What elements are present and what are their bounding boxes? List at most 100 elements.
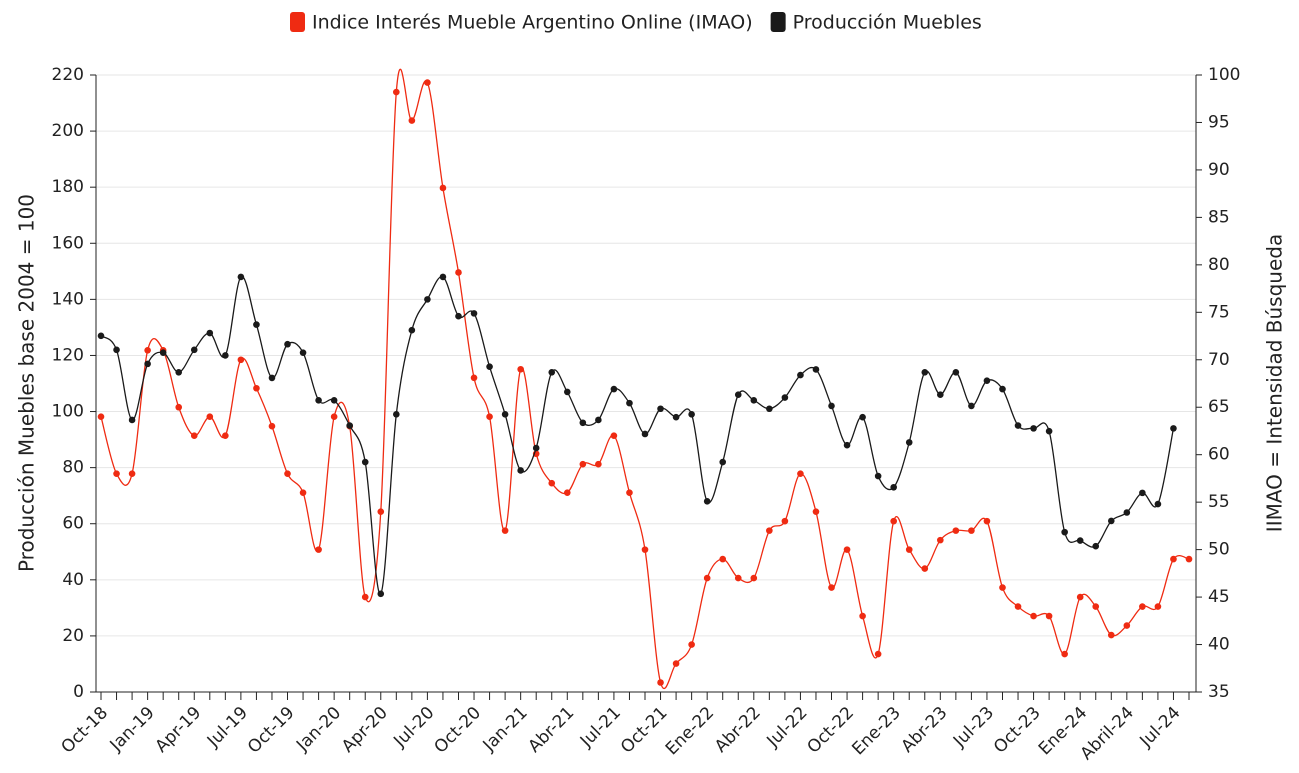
data-point bbox=[703, 574, 711, 582]
data-point bbox=[672, 413, 680, 421]
x-tick-label: Ene-22 bbox=[662, 703, 718, 759]
data-point bbox=[579, 460, 587, 468]
data-point bbox=[377, 590, 385, 598]
x-tick-label: Apr-19 bbox=[152, 703, 206, 757]
legend: Indice Interés Mueble Argentino Online (… bbox=[290, 12, 982, 34]
x-tick-label: Oct-19 bbox=[244, 703, 299, 758]
data-point bbox=[703, 497, 711, 505]
data-point bbox=[999, 385, 1006, 393]
data-point bbox=[424, 79, 431, 86]
data-point bbox=[890, 483, 897, 491]
data-point bbox=[1107, 631, 1115, 639]
data-point bbox=[501, 411, 509, 418]
x-tick-label: Jul-24 bbox=[1136, 703, 1185, 752]
legend-swatch bbox=[290, 12, 305, 32]
data-point bbox=[1154, 603, 1162, 610]
data-point bbox=[1170, 555, 1177, 563]
data-point bbox=[719, 555, 727, 563]
x-tick-label: Abr-21 bbox=[525, 703, 579, 757]
data-point bbox=[828, 584, 835, 591]
data-point bbox=[144, 360, 151, 368]
y-tick-label: 80 bbox=[62, 458, 84, 478]
data-point bbox=[1185, 555, 1193, 563]
y-tick-label: 160 bbox=[52, 233, 84, 253]
data-point bbox=[113, 470, 120, 477]
data-point bbox=[470, 374, 478, 382]
data-point bbox=[393, 88, 400, 96]
data-point bbox=[128, 470, 136, 477]
data-point bbox=[97, 413, 105, 421]
data-point bbox=[1045, 427, 1053, 435]
y2-axis-title: IIMAO = Intensidad Búsqueda bbox=[1263, 234, 1287, 532]
data-point bbox=[315, 397, 322, 404]
data-point bbox=[968, 527, 975, 534]
data-point bbox=[268, 374, 276, 382]
data-point bbox=[222, 432, 229, 440]
y-tick-label: 140 bbox=[52, 289, 84, 309]
data-point bbox=[952, 527, 960, 534]
data-point bbox=[657, 405, 664, 413]
series-line bbox=[100, 276, 1175, 595]
y-tick-label: 200 bbox=[52, 121, 84, 141]
data-point bbox=[843, 441, 851, 449]
data-point bbox=[595, 460, 602, 468]
data-point bbox=[532, 444, 540, 452]
y-tick-label: 120 bbox=[52, 345, 84, 365]
y-tick-label: 220 bbox=[52, 65, 84, 85]
data-point bbox=[1154, 500, 1162, 508]
data-point bbox=[315, 546, 322, 553]
data-point bbox=[377, 508, 385, 515]
data-point bbox=[781, 394, 789, 401]
data-point bbox=[517, 365, 524, 373]
x-tick-label: Jan-21 bbox=[479, 703, 532, 756]
data-point bbox=[190, 346, 198, 354]
data-point bbox=[237, 356, 245, 364]
y2-tick-label: 100 bbox=[1208, 65, 1240, 85]
data-point bbox=[750, 574, 758, 582]
data-point bbox=[1092, 542, 1100, 550]
y-axis-title: Producción Muebles base 2004 = 100 bbox=[15, 194, 39, 572]
data-point bbox=[688, 411, 695, 418]
data-point bbox=[486, 413, 493, 421]
y2-tick-label: 40 bbox=[1208, 635, 1230, 655]
data-point bbox=[657, 679, 664, 686]
data-point bbox=[1030, 425, 1037, 432]
data-point bbox=[175, 403, 183, 411]
y-tick-label: 20 bbox=[62, 626, 84, 646]
data-point bbox=[983, 517, 991, 525]
data-point bbox=[595, 416, 602, 424]
data-point bbox=[346, 422, 353, 429]
data-point bbox=[159, 349, 167, 356]
data-point bbox=[253, 321, 260, 328]
legend-label: Producción Muebles bbox=[793, 12, 982, 34]
data-point bbox=[921, 565, 929, 572]
data-point bbox=[626, 489, 633, 496]
data-point bbox=[859, 612, 866, 620]
data-point bbox=[672, 660, 680, 667]
data-point bbox=[766, 527, 773, 534]
data-point bbox=[97, 332, 105, 340]
data-point bbox=[439, 273, 447, 281]
x-tick-label: Jan-19 bbox=[106, 703, 159, 756]
data-point bbox=[1030, 612, 1037, 620]
legend-swatch bbox=[770, 12, 786, 32]
data-point bbox=[952, 368, 960, 376]
data-point bbox=[206, 413, 214, 421]
data-point bbox=[439, 184, 447, 192]
data-point bbox=[424, 296, 431, 303]
data-point bbox=[610, 385, 618, 393]
legend-label: Indice Interés Mueble Argentino Online (… bbox=[312, 12, 753, 34]
data-point bbox=[579, 419, 587, 427]
data-point bbox=[1092, 603, 1100, 610]
data-point bbox=[781, 517, 789, 525]
data-point bbox=[330, 413, 338, 421]
data-point bbox=[1170, 425, 1177, 432]
y2-tick-label: 90 bbox=[1208, 160, 1230, 180]
y2-tick-label: 80 bbox=[1208, 255, 1230, 275]
data-point bbox=[284, 470, 291, 477]
x-tick-label: Oct-23 bbox=[990, 703, 1045, 758]
data-point bbox=[222, 352, 229, 359]
data-point bbox=[563, 489, 571, 496]
data-point bbox=[563, 388, 571, 396]
